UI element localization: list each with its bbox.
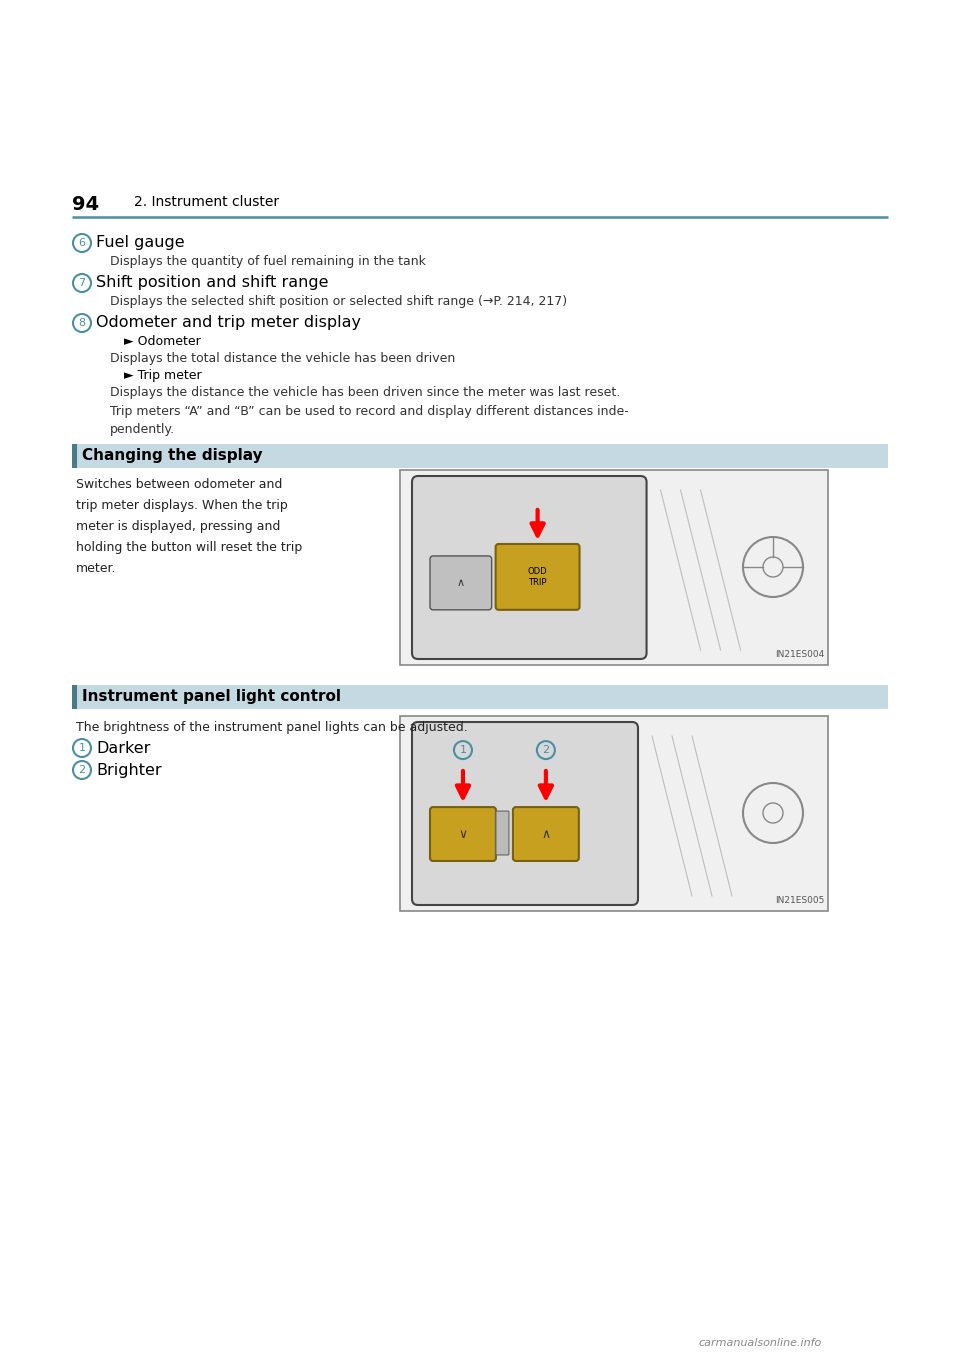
Text: 1: 1 bbox=[79, 743, 85, 752]
Text: ∧: ∧ bbox=[541, 827, 550, 841]
Text: carmanualsonline.info: carmanualsonline.info bbox=[698, 1338, 822, 1348]
Text: ∨: ∨ bbox=[458, 827, 468, 841]
Text: 6: 6 bbox=[79, 238, 85, 249]
Text: 2: 2 bbox=[79, 765, 85, 775]
Text: Switches between odometer and
trip meter displays. When the trip
meter is displa: Switches between odometer and trip meter… bbox=[76, 478, 302, 574]
FancyBboxPatch shape bbox=[430, 807, 496, 861]
FancyBboxPatch shape bbox=[412, 477, 647, 659]
Text: IN21ES005: IN21ES005 bbox=[775, 896, 824, 904]
Text: Displays the quantity of fuel remaining in the tank: Displays the quantity of fuel remaining … bbox=[110, 255, 426, 268]
FancyBboxPatch shape bbox=[513, 807, 579, 861]
Text: Instrument panel light control: Instrument panel light control bbox=[82, 689, 341, 703]
Text: 1: 1 bbox=[460, 746, 467, 755]
Bar bbox=[400, 470, 828, 665]
FancyBboxPatch shape bbox=[495, 545, 580, 610]
Text: IN21ES004: IN21ES004 bbox=[775, 650, 824, 659]
Text: Displays the total distance the vehicle has been driven: Displays the total distance the vehicle … bbox=[110, 352, 455, 365]
Text: Fuel gauge: Fuel gauge bbox=[96, 235, 184, 250]
Bar bbox=[72, 684, 888, 709]
Text: Shift position and shift range: Shift position and shift range bbox=[96, 276, 328, 291]
Text: ► Trip meter: ► Trip meter bbox=[124, 369, 202, 382]
Text: ODD
TRIP: ODD TRIP bbox=[528, 566, 547, 587]
Text: Darker: Darker bbox=[96, 741, 151, 756]
Bar bbox=[72, 444, 888, 469]
Text: 2: 2 bbox=[542, 746, 549, 755]
Text: 8: 8 bbox=[79, 318, 85, 329]
Text: ∧: ∧ bbox=[457, 579, 465, 588]
FancyBboxPatch shape bbox=[496, 811, 509, 856]
Text: 7: 7 bbox=[79, 278, 85, 288]
FancyBboxPatch shape bbox=[412, 722, 638, 904]
Text: Displays the distance the vehicle has been driven since the meter was last reset: Displays the distance the vehicle has be… bbox=[110, 386, 629, 436]
Text: The brightness of the instrument panel lights can be adjusted.: The brightness of the instrument panel l… bbox=[76, 721, 468, 735]
Text: 2. Instrument cluster: 2. Instrument cluster bbox=[134, 196, 279, 209]
Text: Displays the selected shift position or selected shift range (→P. 214, 217): Displays the selected shift position or … bbox=[110, 295, 567, 308]
Text: Changing the display: Changing the display bbox=[82, 448, 263, 463]
Bar bbox=[400, 716, 828, 911]
Text: Brighter: Brighter bbox=[96, 763, 161, 778]
FancyBboxPatch shape bbox=[430, 555, 492, 610]
Text: ► Odometer: ► Odometer bbox=[124, 335, 201, 348]
Text: Odometer and trip meter display: Odometer and trip meter display bbox=[96, 315, 361, 330]
Bar bbox=[72, 684, 77, 709]
Text: 94: 94 bbox=[72, 196, 99, 215]
Bar bbox=[72, 444, 77, 469]
